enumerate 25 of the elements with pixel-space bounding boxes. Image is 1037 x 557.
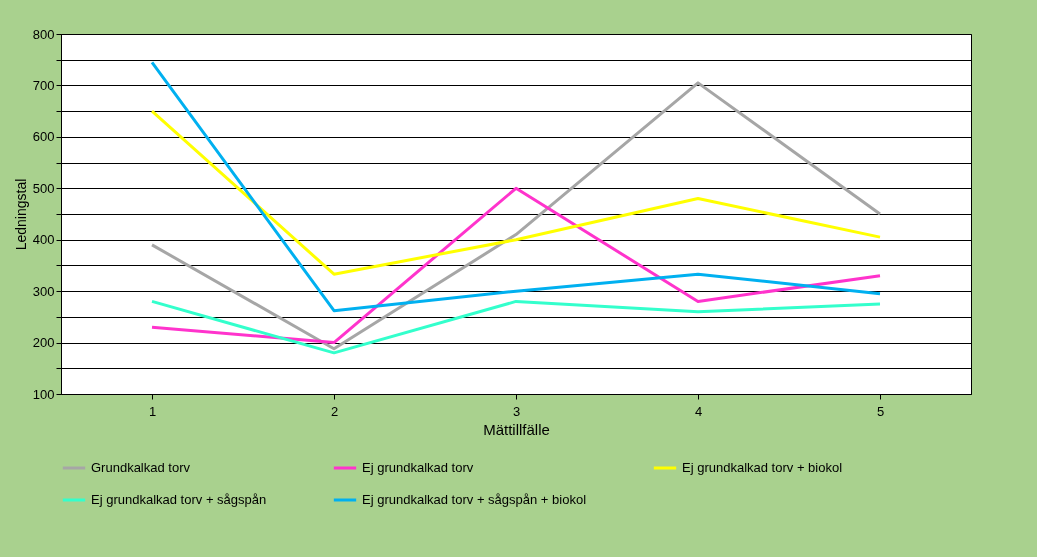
y-tick-label: 400: [32, 232, 55, 248]
line-series: [150, 109, 882, 276]
x-tick-label: 5: [876, 403, 885, 419]
line-series: [150, 186, 882, 345]
y-axis-title: Ledningstal: [12, 178, 29, 251]
line-series: [150, 299, 882, 355]
legend-label: Ej grundkalkad torv + biokol: [682, 460, 843, 475]
legend-label: Grundkalkad torv: [91, 460, 191, 475]
y-tick-label: 300: [32, 283, 55, 299]
y-tick-label: 100: [32, 386, 55, 402]
line-series: [150, 60, 882, 313]
x-tick-label: 3: [512, 403, 521, 419]
x-tick-label: 2: [330, 403, 339, 419]
legend-label: Ej grundkalkad torv: [362, 460, 474, 475]
y-tick-label: 600: [32, 129, 55, 145]
line-series: [150, 81, 882, 351]
legend-label: Ej grundkalkad torv + sågspån + biokol: [362, 492, 587, 507]
x-axis-title: Mättillfälle: [483, 420, 550, 438]
y-tick-label: 700: [32, 77, 55, 93]
y-tick-label: 500: [32, 180, 55, 196]
legend-label: Ej grundkalkad torv + sågspån: [91, 492, 267, 507]
x-tick-label: 1: [148, 403, 157, 419]
y-tick-label: 200: [32, 335, 55, 351]
y-tick-label: 800: [32, 26, 55, 42]
x-tick-label: 4: [694, 403, 703, 419]
